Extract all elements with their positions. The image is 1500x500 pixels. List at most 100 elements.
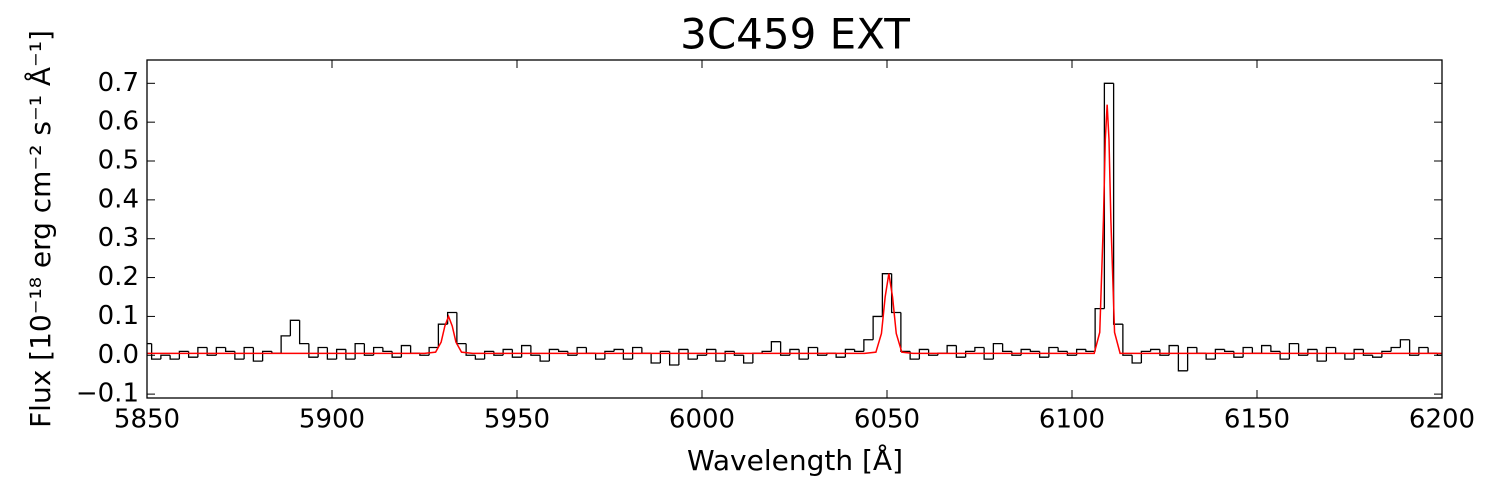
x-tick-label: 5900: [299, 405, 365, 435]
y-tick-label: 0.3: [98, 223, 139, 253]
spectrum-bin: [502, 348, 513, 356]
y-tick-label: 0.1: [98, 301, 139, 331]
spectrum-bin: [382, 347, 393, 353]
spectrum-bin: [169, 355, 180, 360]
spectrum-bin: [678, 348, 689, 365]
spectrum-bin: [927, 349, 938, 356]
spectrum-bin: [622, 349, 633, 360]
spectrum-bin: [280, 335, 291, 354]
spectrum-bin: [1371, 355, 1382, 358]
spectrum-bin: [715, 349, 726, 362]
spectrum-bin: [770, 341, 781, 352]
spectrum-bin: [641, 347, 652, 354]
spectrum-bin: [1390, 346, 1401, 352]
spectrum-bin: [604, 350, 615, 360]
spectrum-bin: [539, 355, 550, 362]
spectrum-bin: [900, 312, 911, 353]
spectrum-bin: [178, 350, 189, 360]
spectrum-bin: [631, 346, 642, 360]
x-tick-label: 5850: [114, 405, 180, 435]
spectrum-bin: [326, 347, 337, 360]
spectrum-bin: [1112, 83, 1123, 325]
spectrum-bin: [197, 346, 208, 358]
spectrum-bin: [1270, 345, 1281, 353]
spectrum-bin: [243, 346, 254, 360]
spectrum-bin: [1103, 82, 1114, 309]
spectrum-bin: [576, 346, 587, 356]
fit-line: [147, 104, 1442, 355]
spectrum-bin: [1057, 347, 1068, 353]
spectrum-bin: [252, 347, 263, 362]
x-tick-label: 6000: [669, 405, 735, 435]
spectrum-bin: [1408, 339, 1419, 356]
spectrum-bin: [1140, 350, 1151, 364]
spectrum-bin: [1418, 346, 1429, 356]
spectrum-bin: [816, 347, 827, 356]
spectrum-bin: [1288, 342, 1299, 360]
spectrum-bin: [1038, 351, 1049, 358]
spectrum-bin: [345, 349, 356, 360]
spectrum-bin: [1029, 349, 1040, 353]
spectrum-bin: [234, 351, 245, 360]
spectrum-bin: [964, 350, 975, 358]
spectrum-bin: [687, 349, 698, 360]
spectrum-bin: [483, 350, 494, 360]
spectrum-bin: [1020, 348, 1031, 356]
spectrum-bin: [798, 349, 809, 360]
spectrum-bin: [659, 350, 670, 364]
spectrum-bin: [789, 348, 800, 356]
spectrum-bin: [992, 342, 1003, 360]
spectrum-bin: [705, 348, 716, 356]
spectrum-bin: [752, 352, 763, 364]
spectrum-bin: [668, 351, 679, 366]
spectrum-bin: [1344, 353, 1355, 360]
spectrum-bin: [742, 355, 753, 364]
x-tick-label: 6050: [854, 405, 920, 435]
spectrum-bin: [1168, 344, 1179, 356]
spectrum-bin: [594, 353, 605, 360]
spectrum-bin: [1149, 348, 1160, 352]
spectrum-bin: [1260, 344, 1271, 354]
spectrum-bin: [363, 343, 374, 356]
y-tick-label: 0.4: [98, 184, 139, 214]
spectrum-bin: [1177, 345, 1188, 372]
y-tick-label: 0.0: [98, 340, 139, 370]
spectrum-bin: [872, 315, 883, 340]
spectrum-bin: [261, 350, 272, 362]
y-tick-label: −0.1: [76, 379, 139, 409]
spectrum-bin: [1362, 349, 1373, 356]
spectrum-bin: [1214, 348, 1225, 360]
y-tick-label: 0.2: [98, 262, 139, 292]
spectrum-bin: [530, 345, 541, 356]
spectrum-bin: [1131, 355, 1142, 364]
spectrum-bin: [1242, 346, 1253, 358]
chart-title: 3C459 EXT: [680, 10, 910, 59]
spectrum-bin: [456, 312, 467, 345]
spectrum-bin: [1048, 346, 1059, 358]
spectrum-bin: [946, 344, 957, 354]
spectrum-bin: [955, 345, 966, 358]
spectrum-bin: [1223, 349, 1234, 353]
spectrum-bin: [779, 341, 790, 356]
spectrum-bin: [1159, 349, 1170, 356]
spectrum-bin: [724, 350, 735, 362]
spectrum-bin: [1233, 351, 1244, 358]
spectrum-bin: [1427, 347, 1438, 354]
spectrum-bin: [835, 353, 846, 358]
spectrum-bin: [844, 348, 855, 358]
plot-frame: [146, 59, 1443, 399]
spectrum-bin: [1196, 347, 1207, 354]
spectrum-bin: [511, 349, 522, 358]
spectrum-bin: [1279, 351, 1290, 360]
spectrum-bin: [289, 319, 300, 336]
spectrum-bin: [1381, 350, 1392, 358]
x-axis-title: Wavelength [Å]: [687, 443, 903, 477]
spectrum-bin: [983, 347, 994, 360]
spectrum-bin: [548, 348, 559, 362]
spectrum-bin: [474, 355, 485, 360]
x-tick-label: 6150: [1224, 405, 1290, 435]
spectrum-bin: [354, 342, 365, 360]
spectrum-bin: [317, 346, 328, 358]
y-axis-title: Flux [10⁻¹⁸ erg cm⁻² s⁻¹ Å⁻¹]: [23, 30, 57, 428]
